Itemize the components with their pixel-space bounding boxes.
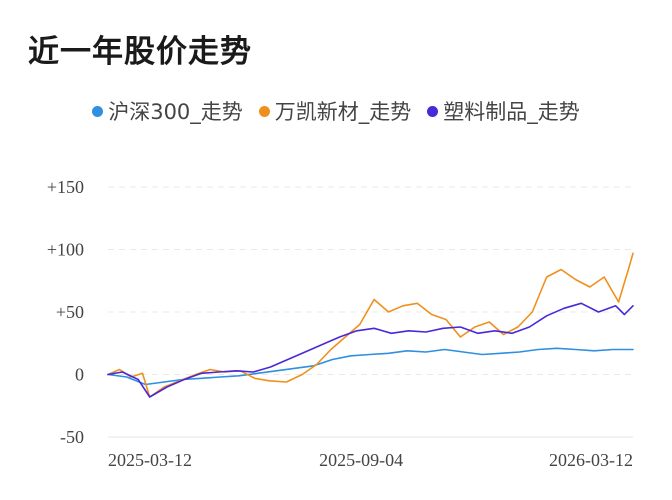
y-tick-label: -50 <box>60 427 84 447</box>
legend-dot-icon <box>92 105 104 117</box>
series-line-2 <box>107 302 634 398</box>
x-tick-label: 2025-09-04 <box>319 450 403 470</box>
x-axis-ticks: 2025-03-12 2025-09-04 2026-03-12 <box>108 450 633 470</box>
series-lines <box>107 252 634 398</box>
y-tick-label: +100 <box>47 240 84 260</box>
legend-dot-icon <box>427 105 439 117</box>
grid-lines <box>108 186 633 438</box>
y-tick-label: 0 <box>75 365 84 385</box>
y-tick-label: +150 <box>47 177 84 197</box>
x-tick-label: 2026-03-12 <box>549 450 633 470</box>
legend-dot-icon <box>258 105 270 117</box>
series-line-0 <box>107 347 634 386</box>
series-line-1 <box>107 252 634 398</box>
y-tick-label: +50 <box>56 302 84 322</box>
chart-title: 近一年股价走势 <box>28 34 252 70</box>
legend-label: 万凯新材_走势 <box>274 100 412 124</box>
x-tick-label: 2025-03-12 <box>108 450 192 470</box>
legend-item-hs300[interactable]: 沪深300_走势 <box>92 96 243 126</box>
legend-label: 沪深300_走势 <box>108 100 243 124</box>
chart-legend: 沪深300_走势 万凯新材_走势 塑料制品_走势 <box>0 96 672 126</box>
y-axis-ticks: +150 +100 +50 0 -50 <box>47 177 84 447</box>
legend-label: 塑料制品_走势 <box>443 100 580 124</box>
legend-item-wankai[interactable]: 万凯新材_走势 <box>258 96 412 126</box>
legend-item-plastics[interactable]: 塑料制品_走势 <box>427 96 580 126</box>
